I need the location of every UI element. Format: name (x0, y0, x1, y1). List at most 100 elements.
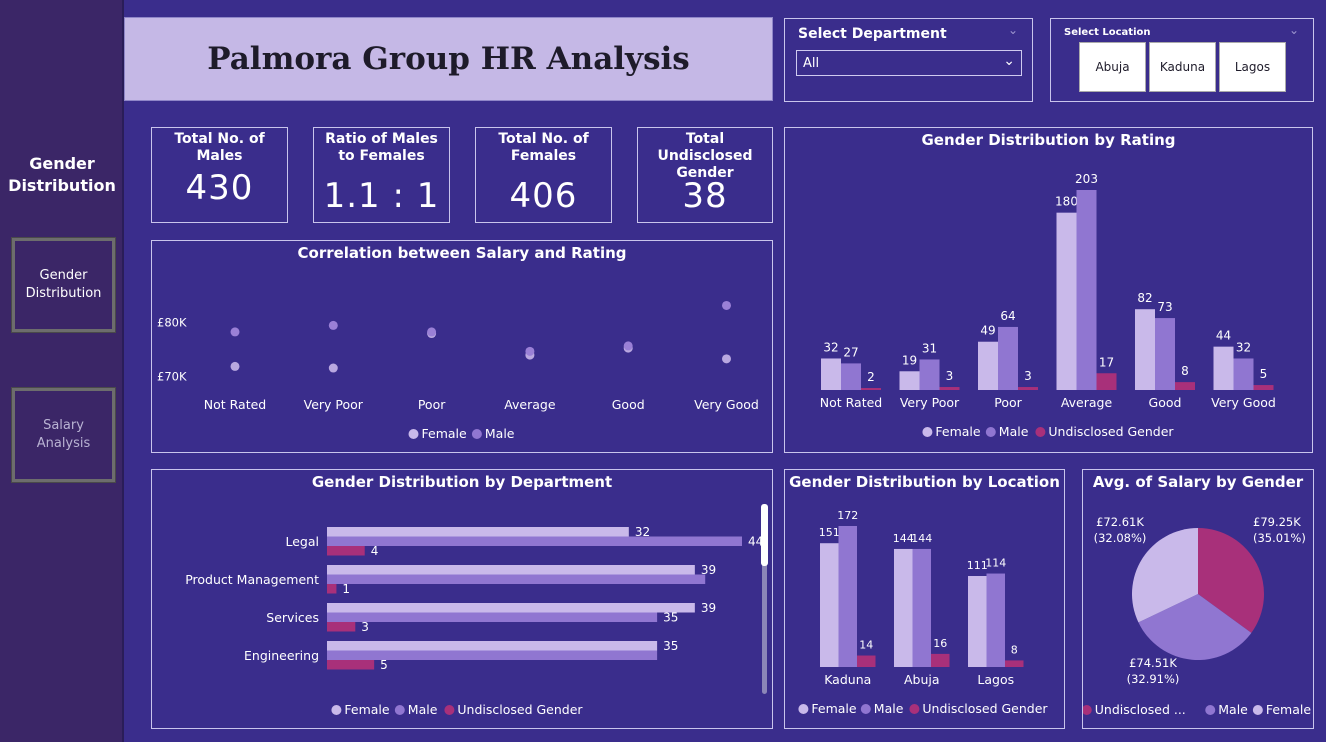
legend-label-female: Female (811, 701, 857, 716)
chevron-down-icon[interactable]: ⌄ (1007, 23, 1018, 37)
legend-marker-female (331, 705, 342, 715)
bar-undisclosed-gender-kaduna (857, 655, 876, 667)
bar-female-very-good (1213, 346, 1234, 390)
chart-title: Gender Distribution by Location (789, 473, 1060, 491)
chevron-down-icon: ⌄ (1003, 53, 1015, 69)
data-label: 39 (701, 601, 716, 615)
y-tick-label-legal: Legal (285, 534, 319, 549)
department-slicer: Select Department ⌄ All ⌄ (784, 18, 1033, 102)
bar-female-abuja (894, 548, 913, 667)
data-label: 32 (1236, 340, 1251, 354)
bar-undisclosed-gender-very-good (1253, 385, 1274, 390)
data-label: 14 (859, 639, 873, 652)
chart-title: Gender Distribution by Department (311, 473, 613, 491)
x-tick-label-good: Good (1149, 395, 1182, 410)
scrollbar-track[interactable] (762, 504, 767, 694)
data-label: 44 (748, 535, 763, 549)
legend-label-male: Male (999, 424, 1029, 439)
chart-title: Avg. of Salary by Gender (1092, 473, 1304, 491)
bar-male-not-rated (841, 363, 861, 390)
legend-label-male: Male (485, 426, 515, 441)
kpi-male-female-ratio: Ratio of Males to Females 1.1 : 1 (313, 127, 450, 223)
data-label: 8 (1011, 643, 1018, 656)
bar-female-engineering (327, 641, 658, 651)
location-slicer: Select Location ⌄ Abuja Kaduna Lagos (1050, 18, 1314, 102)
bar-male-very-good (1233, 358, 1254, 390)
salary-pie-chart: £79.25K (35.01%) £74.51K (32.91%) £72.61K (32… (1083, 515, 1311, 717)
data-label: 172 (837, 509, 858, 522)
scatter-point-female-very-good (722, 354, 731, 364)
data-label: 73 (1157, 300, 1172, 314)
department-slicer-title: Select Department (798, 26, 947, 42)
nav-salary-analysis-button[interactable]: Salary Analysis (11, 387, 116, 483)
data-label: 4 (371, 544, 379, 558)
scatter-point-male-poor (427, 327, 437, 337)
bar-undisclosed-gender-engineering (327, 660, 375, 670)
bar-male-services (327, 612, 658, 622)
x-tick-label-poor: Poor (994, 395, 1022, 410)
salary-pie-panel: Avg. of Salary by Gender £79.25K (35.01%)… (1082, 469, 1314, 729)
legend-marker-undisclosed-gender (1035, 427, 1046, 437)
legend-marker-male (471, 429, 482, 439)
y-tick-label: £70K (157, 370, 187, 384)
bar-undisclosed-gender-average (1096, 373, 1117, 390)
pie-label-pct-female: (32.08%) (1094, 531, 1147, 545)
data-label: 5 (1260, 367, 1268, 381)
location-slicer-title: Select Location (1064, 27, 1151, 38)
data-label: 3 (946, 369, 954, 383)
data-label: 151 (819, 526, 840, 539)
bar-undisclosed-gender-services (327, 622, 356, 632)
data-label: 5 (380, 658, 388, 672)
data-label: 2 (867, 370, 875, 384)
x-tick-label-good: Good (612, 397, 645, 412)
data-label: 39 (701, 563, 716, 577)
pie-label-value-female: £72.61K (1096, 515, 1144, 529)
data-label: 35 (663, 611, 678, 625)
department-dropdown-value: All (803, 55, 820, 71)
legend-label-male: Male (1218, 702, 1248, 717)
department-bar-panel: Gender Distribution by Department 32 44 4 L… (151, 469, 773, 729)
legend-label-female: Female (935, 424, 981, 439)
data-label: 32 (823, 340, 838, 354)
department-dropdown[interactable]: All ⌄ (796, 50, 1022, 76)
salary-rating-scatter: £70K £80K Not Rated Very Poor Poor Average Goo… (157, 300, 759, 441)
bar-male-legal (327, 536, 742, 546)
legend-marker-female (1252, 705, 1263, 715)
data-label: 3 (361, 620, 369, 634)
x-tick-label-poor: Poor (418, 397, 446, 412)
legend-label-undisclosed-gender: Undisclosed Gender (457, 702, 583, 717)
legend-marker-male (394, 705, 405, 715)
pie-label-pct-undisclosed-gender: (35.01%) (1253, 531, 1306, 545)
bar-female-legal (327, 527, 629, 537)
data-label: 114 (985, 557, 1006, 570)
location-option-lagos[interactable]: Lagos (1219, 42, 1286, 92)
location-option-kaduna[interactable]: Kaduna (1149, 42, 1216, 92)
sidebar-title: Gender Distribution (8, 154, 116, 195)
pie-label-value-undisclosed-gender: £79.25K (1253, 515, 1301, 529)
y-tick-label-engineering: Engineering (244, 648, 319, 663)
data-label: 31 (922, 341, 937, 355)
pie-label-value-male: £74.51K (1129, 656, 1177, 670)
location-option-abuja[interactable]: Abuja (1079, 42, 1146, 92)
data-label: 27 (843, 345, 858, 359)
legend-marker-male (860, 704, 871, 714)
nav-gender-distribution-button[interactable]: Gender Distribution (11, 237, 116, 333)
legend-label-female: Female (422, 426, 468, 441)
bar-male-very-poor (919, 359, 940, 390)
scatter-point-male-average (525, 346, 535, 356)
legend-label-undisclosed-gender: Undisclosed Gender (922, 701, 1048, 716)
scrollbar-thumb[interactable] (761, 504, 768, 566)
bar-female-average (1056, 212, 1077, 390)
chevron-down-icon[interactable]: ⌄ (1288, 23, 1299, 37)
bar-undisclosed-gender-not-rated (861, 388, 881, 390)
bar-female-lagos (968, 576, 987, 667)
bar-male-average (1076, 190, 1097, 390)
data-label: 35 (663, 639, 678, 653)
legend-label-female: Female (344, 702, 390, 717)
bar-undisclosed-gender-good (1175, 382, 1195, 390)
x-tick-label-very-poor: Very Poor (304, 397, 364, 412)
scatter-point-male-good (623, 341, 633, 351)
kpi-value: 430 (185, 168, 254, 208)
